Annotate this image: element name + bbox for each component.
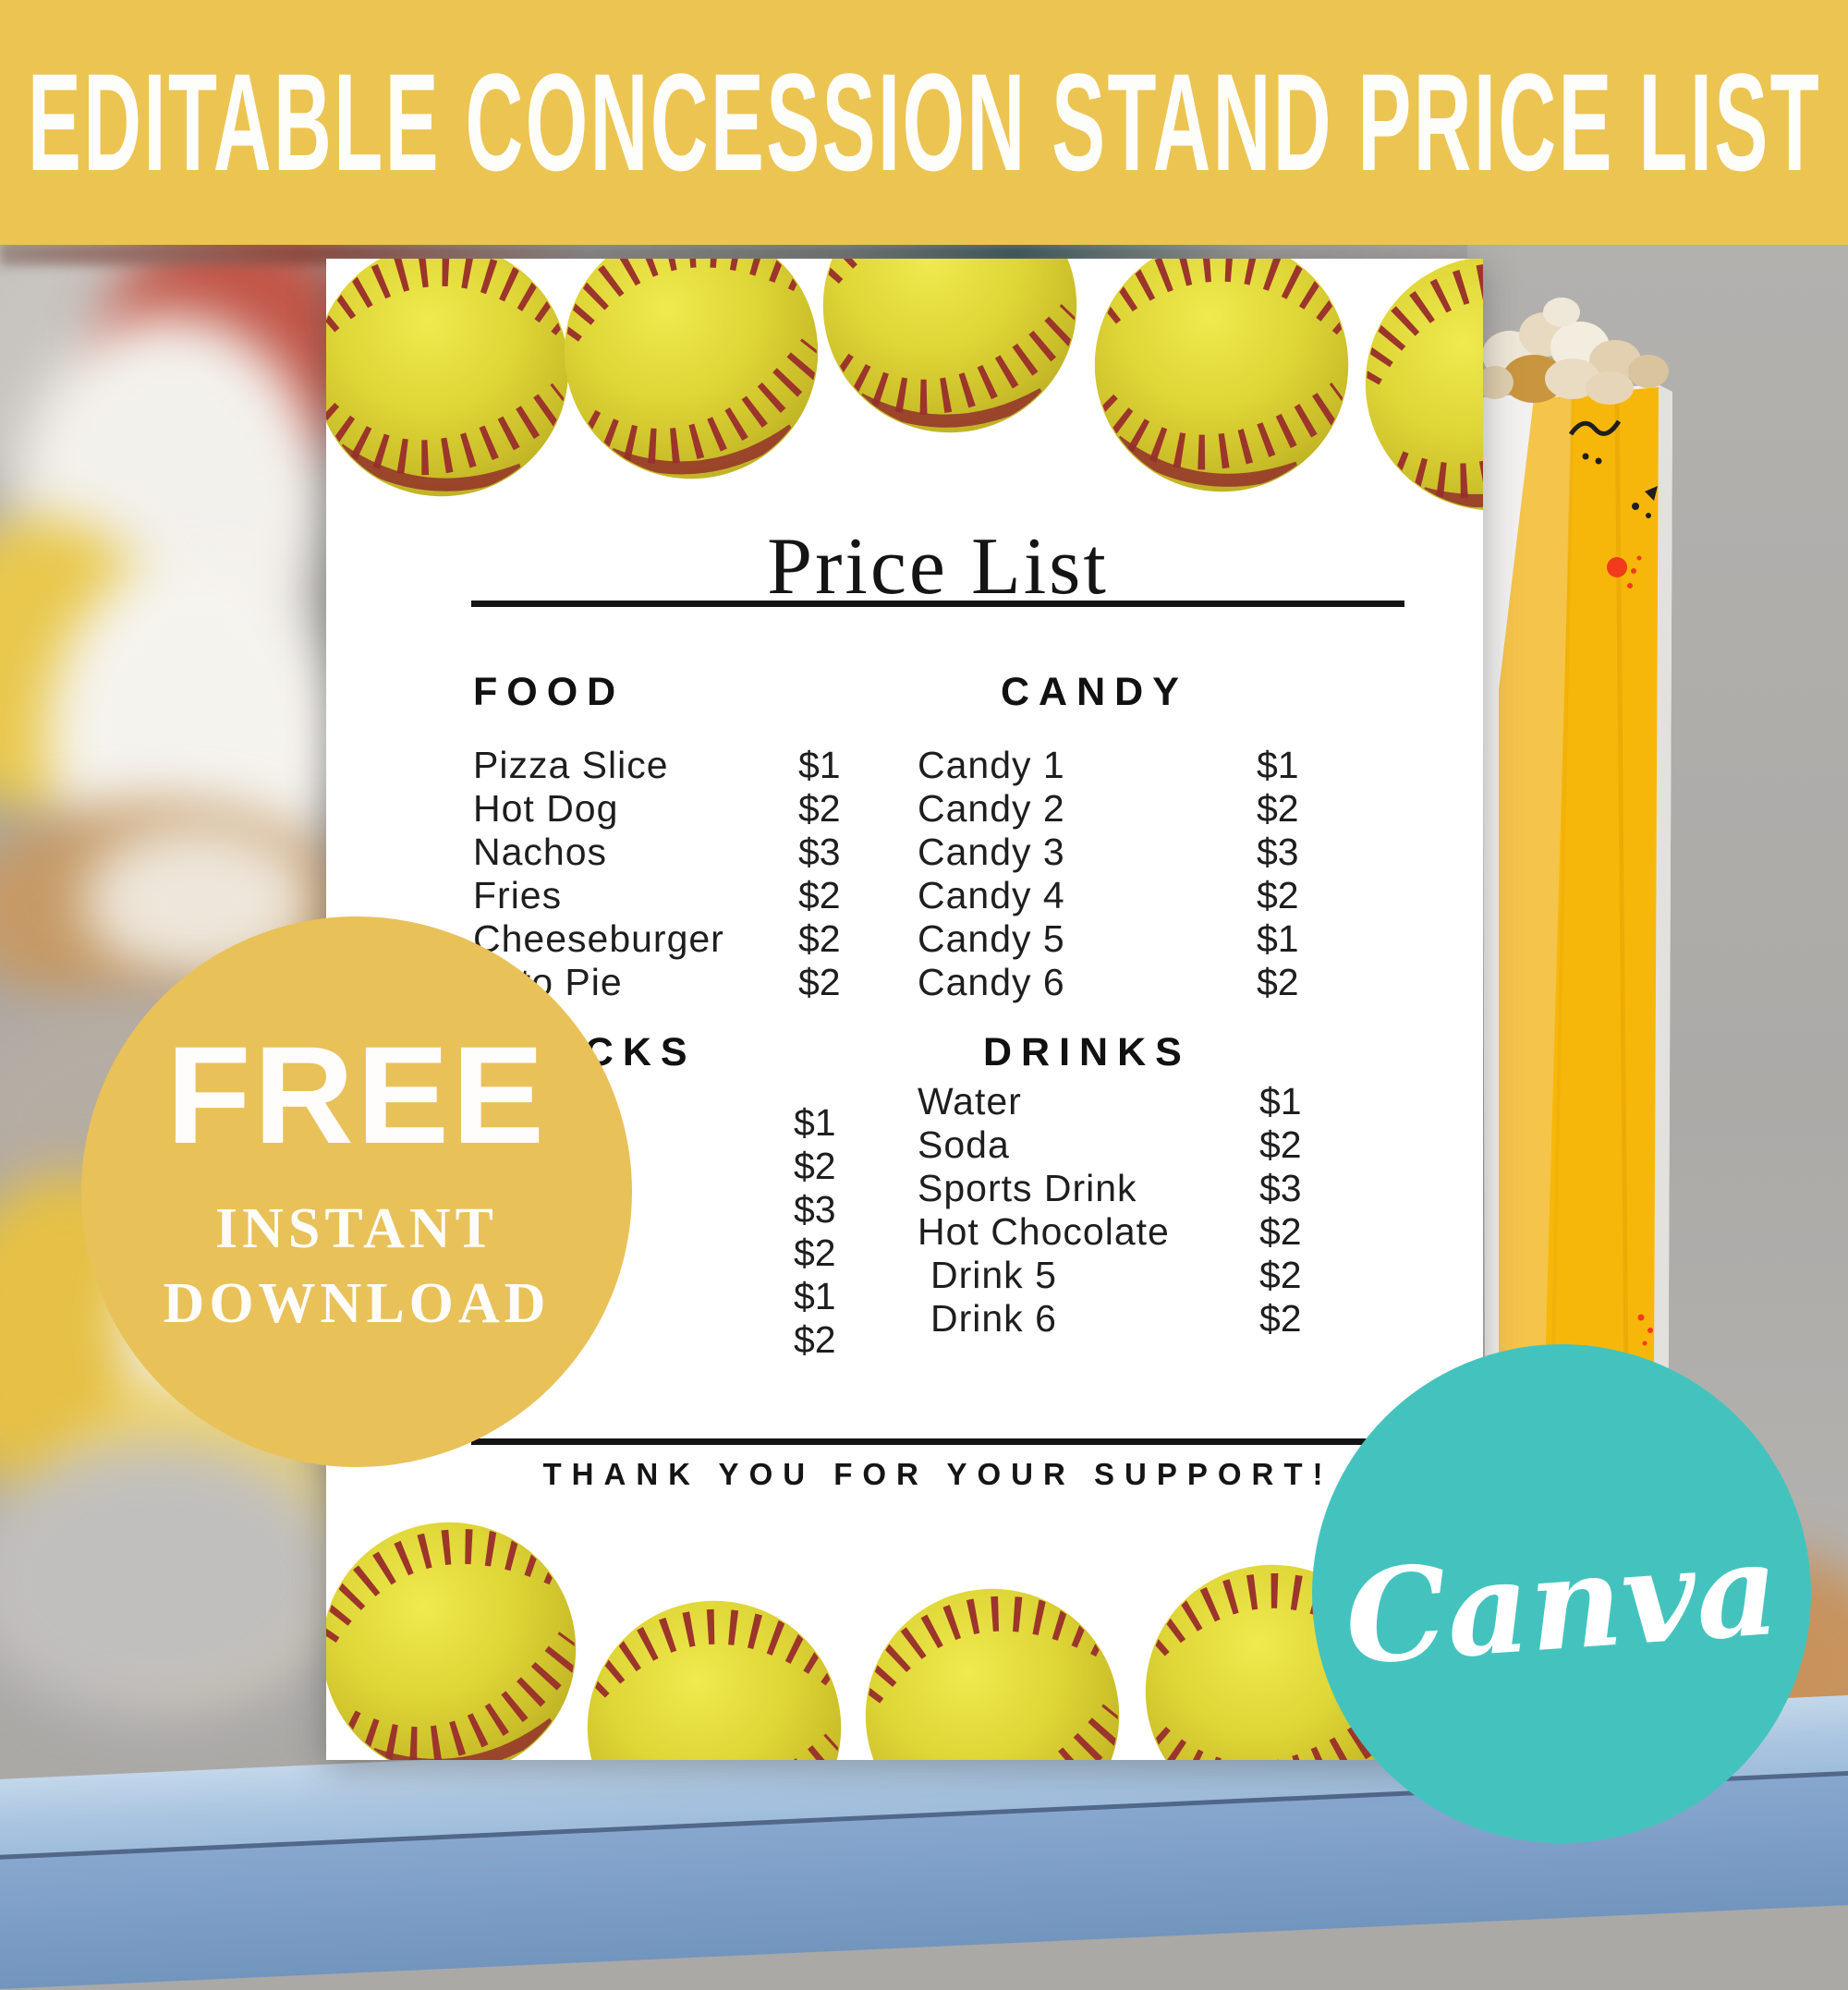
menu-item-row: Drink 6 $2 [918,1297,1435,1341]
menu-item-price: $1 [1257,744,1299,786]
softball-icon [326,259,588,516]
softball-icon [1339,259,1483,537]
menu-item-price: $2 [794,1145,836,1187]
thank-you-note: THANK YOU FOR YOUR SUPPORT! [542,1457,1333,1491]
menu-item-row: $1 [473,1101,991,1145]
menu-item-price: $2 [798,961,841,1003]
menu-item-row: Candy 4 $2 [918,874,1435,917]
menu-item-price: $3 [798,831,841,873]
section-header: DRINKS [983,1030,1191,1074]
menu-item-name: Hot Dog [473,787,619,830]
menu-rows: Candy 1 $1 Candy 2 $2 Candy 3 $3 Candy 4… [918,744,1435,1004]
free-download-badge: FREE INSTANT DOWNLOAD [81,916,632,1467]
menu-item-price: $2 [1259,1123,1302,1166]
canva-logo-text: Canva [1340,1512,1784,1693]
menu-item-price: $1 [794,1275,836,1317]
menu-item-name: Nachos [473,831,608,873]
menu-item-price: $2 [794,1232,836,1274]
menu-item-row: Cheeseburger $2 [473,917,991,961]
menu-item-name: Candy 6 [918,961,1065,1003]
menu-item-price: $2 [798,874,841,916]
menu-item-name: Cheeseburger [473,917,724,960]
menu-item-row: Drink 5 $2 [918,1254,1435,1297]
menu-item-name: Fries [473,874,563,916]
menu-item-row: Candy 2 $2 [918,787,1435,831]
softball-icon [326,1503,595,1760]
menu-item-name: Candy 3 [918,831,1065,873]
menu-item-row: Candy 6 $2 [918,961,1435,1004]
menu-item-price: $3 [794,1188,836,1231]
menu-item-price: $1 [794,1101,836,1144]
flyer-title: Price List [767,522,1109,612]
menu-item-price: $2 [1259,1297,1302,1340]
menu-item-name: Hot Chocolate [918,1210,1170,1253]
menu-item-price: $3 [1259,1167,1302,1209]
badge-free-label: FREE [165,1017,548,1172]
section-header: FOOD [473,670,626,714]
softball-icon [852,1575,1132,1760]
menu-rows: Water $1 Soda $2 Sports Drink $3 Hot Cho… [918,1080,1435,1341]
menu-item-price: $2 [1257,787,1299,830]
section-header: CANDY [1001,670,1188,714]
menu-item-price: $1 [1259,1080,1302,1122]
menu-item-price: $2 [1259,1210,1302,1253]
menu-item-price: $2 [1257,961,1299,1003]
menu-item-name: Water [918,1080,1022,1122]
banner: EDITABLE CONCESSION STAND PRICE LIST [0,0,1848,245]
softball-icon [821,259,1079,435]
menu-item-price: $2 [798,787,841,830]
badge-download-label: DOWNLOAD [163,1271,551,1335]
popcorn-icon [1477,297,1669,405]
menu-item-row: Fries $2 [473,874,991,917]
menu-item-name: Candy 2 [918,787,1065,830]
title-rule [471,601,1404,607]
menu-item-row: Soda $2 [918,1123,1435,1167]
confetti-squiggle-icon [1568,419,1622,436]
menu-item-price: $1 [1257,917,1299,960]
confetti-dot-icon [1607,557,1627,577]
menu-item-name: Drink 5 [930,1254,1057,1296]
menu-item-row: $2 [473,1145,991,1188]
menu-item-row: Candy 5 $1 [918,917,1435,961]
menu-item-row: Pizza Slice $1 [473,744,991,787]
menu-item-name: Candy 1 [918,744,1065,786]
badge-instant-label: INSTANT [214,1197,499,1260]
menu-item-row: Candy 1 $1 [918,744,1435,787]
menu-item-row: $2 [473,1232,991,1275]
menu-item-row: Hot Dog $2 [473,787,991,831]
menu-rows: $1 $2 $3 $2 $1 [473,1101,991,1362]
banner-title: EDITABLE CONCESSION STAND PRICE LIST [27,44,1821,200]
menu-item-price: $2 [794,1318,836,1361]
menu-item-row: $2 [473,1318,991,1362]
menu-item-name: Candy 5 [918,917,1065,960]
menu-item-name: Soda [918,1123,1010,1166]
menu-item-row: Nachos $3 [473,831,991,874]
menu-item-row: Candy 3 $3 [918,831,1435,874]
softball-icon [549,259,833,494]
menu-item-price: $3 [1257,831,1299,873]
menu-item-name: Sports Drink [918,1167,1137,1209]
menu-item-name: Drink 6 [930,1297,1057,1340]
menu-item-price: $2 [1259,1254,1302,1296]
menu-item-price: $2 [1257,874,1299,916]
canva-logo: Canva [1312,1344,1811,1843]
menu-item-price: $2 [798,917,841,960]
softball-icon [1072,259,1371,515]
footer-rule [471,1438,1404,1445]
menu-item-row: $3 [473,1188,991,1232]
menu-rows: Pizza Slice $1 Hot Dog $2 Nachos $3 Frie… [473,744,991,1004]
menu-item-price: $1 [798,744,841,786]
softball-icon [577,1590,853,1760]
menu-item-row: Water $1 [918,1080,1435,1123]
bg-blob [0,1441,351,1718]
menu-item-row: Sports Drink $3 [918,1167,1435,1210]
menu-item-name: Pizza Slice [473,744,669,786]
menu-item-name: Candy 4 [918,874,1065,916]
menu-section-candy: CANDY Candy 1 $1 Candy 2 $2 Candy 3 $3 [918,673,1435,1004]
menu-item-row: Hot Chocolate $2 [918,1210,1435,1254]
menu-item-row: $1 [473,1275,991,1318]
menu-section-food: FOOD Pizza Slice $1 Hot Dog $2 Nachos $3 [473,673,991,1004]
menu-section-drinks: DRINKS Water $1 Soda $2 Sports Drink $3 [918,1033,1435,1341]
